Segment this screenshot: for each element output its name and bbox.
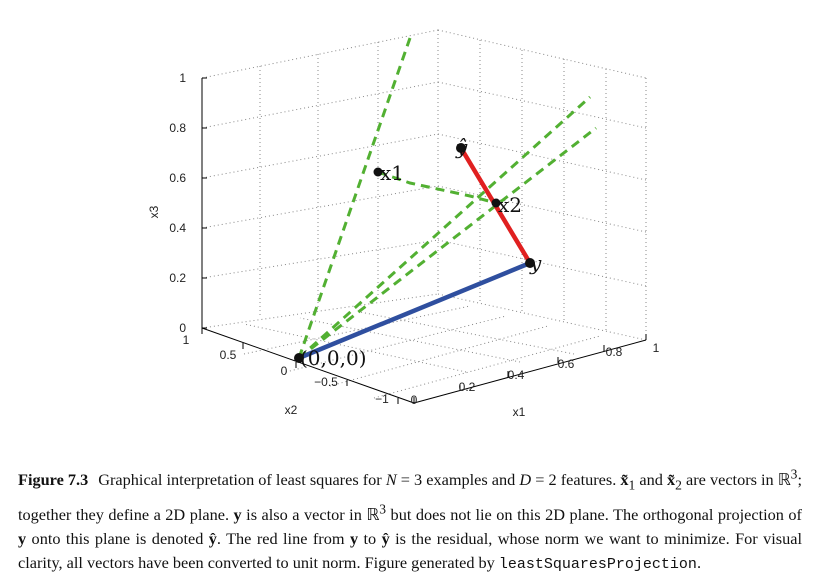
x1-axis-label: x1 (513, 405, 526, 419)
yhat-point (456, 143, 466, 153)
caption-run: x̃ (666, 470, 676, 490)
caption-run: 2 (675, 477, 682, 493)
axis-box (201, 78, 647, 404)
caption-run: x̃ (620, 470, 629, 490)
x1-tick-0.6: 0.6 (558, 357, 575, 371)
plane-line-x2-ray (298, 126, 597, 360)
caption-run: y (18, 529, 27, 549)
x2-tick-minus1: −1 (375, 392, 389, 406)
caption-run: = 2 features. (531, 470, 621, 490)
caption-run: are vectors in ℝ (681, 470, 791, 490)
caption-run: but does not lie on this 2D plane. The o… (386, 505, 802, 525)
caption-run: . The red line from (216, 529, 350, 549)
caption-run: leastSquaresProjection (498, 556, 697, 574)
x3-tick-1: 1 (179, 71, 186, 85)
plane-line-right-edge (297, 95, 592, 360)
y-label: y (529, 251, 542, 275)
y-point (525, 258, 535, 268)
caption-run: to (358, 529, 382, 549)
grid-lines (201, 29, 647, 399)
x3-tick-0.8: 0.8 (169, 121, 186, 135)
x2-axis-label: x2 (285, 403, 298, 417)
caption-run: ŷ (208, 529, 217, 549)
x2-label: x2 (498, 193, 522, 217)
x2-tick-1: 1 (183, 333, 190, 347)
caption-run: 3 (379, 501, 387, 517)
x1-label: x1 (380, 161, 404, 185)
caption-run: = 3 examples and (396, 470, 520, 490)
least-squares-3d-plot: 0 0.2 0.4 0.6 0.8 1 x3 1 0.5 0 −0.5 −1 x… (147, 29, 660, 419)
x2-tick-labels: 1 0.5 0 −0.5 −1 (183, 333, 390, 406)
x2-point (491, 198, 501, 208)
yhat-label: ŷ (455, 135, 468, 159)
x1-tick-0: 0 (411, 393, 418, 407)
plane-line-x1-ray (297, 37, 412, 359)
x3-axis-label: x3 (147, 205, 161, 218)
x1-tick-0.8: 0.8 (606, 345, 623, 359)
x3-tick-0: 0 (179, 321, 186, 335)
caption-run: D (519, 470, 532, 490)
caption-run: is also a vector in ℝ (241, 505, 380, 525)
caption-run: N (385, 470, 397, 490)
y-vector-line (296, 260, 533, 361)
caption-run: y (349, 529, 359, 549)
x2-tick-0: 0 (281, 364, 288, 378)
x3-tick-0.4: 0.4 (169, 221, 186, 235)
x1-tick-labels: 0 0.2 0.4 0.6 0.8 1 (411, 341, 660, 407)
caption-run: Graphical interpretation of least square… (98, 470, 386, 490)
x2-tick-0.5: 0.5 (220, 348, 237, 362)
figure-caption: Figure 7.3 Graphical interpretation of le… (18, 463, 802, 577)
x3-tick-0.6: 0.6 (169, 171, 186, 185)
caption-run: onto this plane is denoted (26, 529, 209, 549)
caption-run: is the residual, whose norm we want to m… (18, 529, 802, 573)
caption-run: and (635, 470, 667, 490)
caption-run: ŷ (381, 529, 390, 549)
caption-run: ; together they define a 2D plane. (18, 470, 802, 525)
x2-tick-minus0.5: −0.5 (314, 375, 338, 389)
x1-tick-0.2: 0.2 (459, 380, 476, 394)
figure-number: Figure 7.3 (18, 470, 89, 490)
x1-tick-0.4: 0.4 (508, 368, 525, 382)
axis-ticks (201, 77, 647, 404)
x3-tick-labels: 0 0.2 0.4 0.6 0.8 1 (169, 71, 186, 335)
x1-point (373, 167, 383, 177)
caption-run: 3 (790, 467, 798, 482)
origin-label: (0,0,0) (300, 346, 367, 370)
x1-tick-1: 1 (653, 341, 660, 355)
plane-lines (297, 37, 597, 360)
x3-tick-0.2: 0.2 (169, 271, 186, 285)
caption-run: . (696, 553, 702, 573)
caption-text: Graphical interpretation of least square… (18, 467, 802, 574)
caption-run: 1 (628, 477, 636, 493)
plane-line-x1-x2 (377, 170, 497, 205)
origin-point (294, 353, 304, 363)
points (294, 143, 535, 363)
caption-run: y (233, 505, 242, 525)
plot-canvas: 0 0.2 0.4 0.6 0.8 1 x3 1 0.5 0 −0.5 −1 x… (147, 29, 660, 419)
